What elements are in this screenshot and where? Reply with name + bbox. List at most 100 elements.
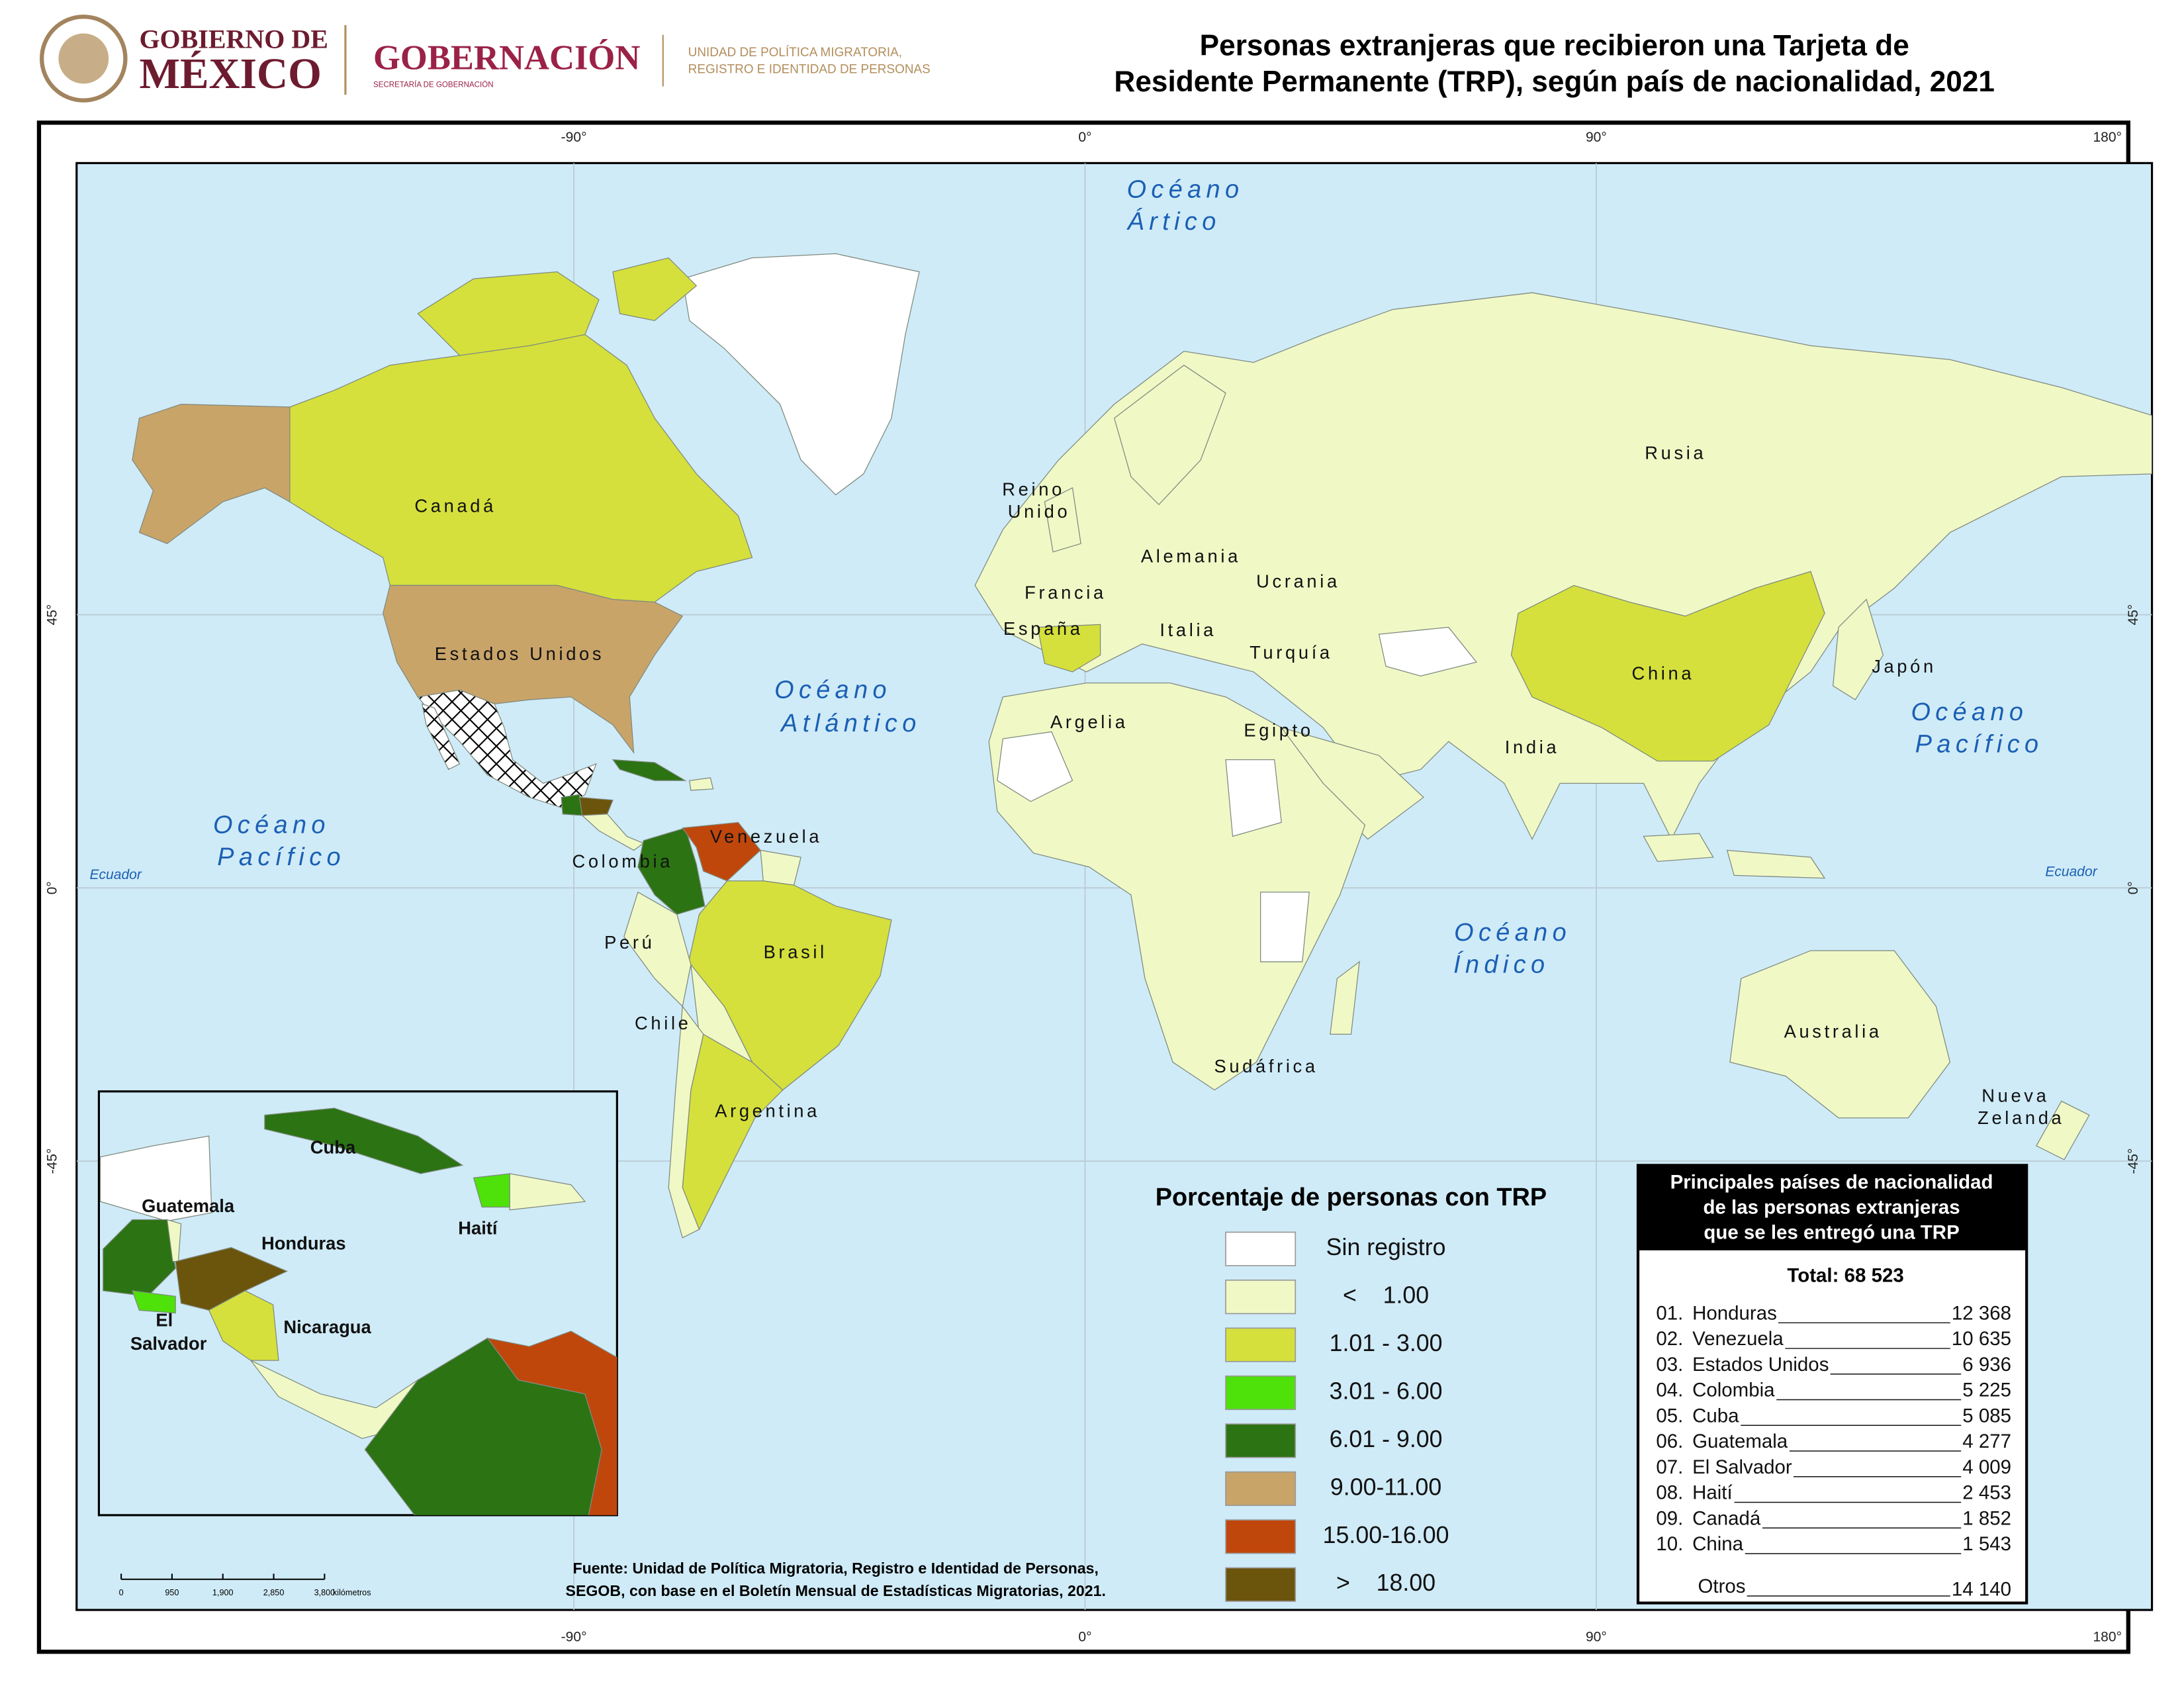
country-label: Sudáfrica (1214, 1056, 1318, 1076)
ranking-country: Canadá (1692, 1507, 1761, 1529)
canada-islands (612, 257, 698, 321)
greenland (682, 253, 920, 496)
ranking-rank: 01. (1656, 1302, 1683, 1324)
legend-swatch (1225, 1567, 1297, 1602)
equator-label: Ecuador (2045, 865, 2097, 880)
legend-swatch (1225, 1375, 1297, 1411)
country-label: Turquía (1250, 642, 1333, 663)
ocean-label: Océano (774, 676, 891, 704)
legend-swatch (1225, 1471, 1297, 1506)
ocean-label: Océano (1454, 919, 1571, 947)
scale-unit: kilómetros (333, 1588, 371, 1597)
country-label: Reino (1002, 479, 1065, 499)
ranking-others: Otros (1698, 1575, 1745, 1597)
country-label: Japón (1872, 656, 1936, 677)
country-label: Canadá (414, 496, 496, 516)
ranking-country: Haití (1692, 1482, 1733, 1504)
latitude-label: 0° (45, 881, 60, 894)
ranking-others-value: 14 140 (1952, 1578, 2011, 1600)
ranking-country: Cuba (1692, 1405, 1739, 1427)
ranking-country: Colombia (1692, 1380, 1775, 1401)
inset-label: Salvador (130, 1333, 207, 1354)
country-label: Italia (1160, 620, 1216, 640)
country-label: Unido (1008, 501, 1071, 522)
country-label: Nueva (1981, 1085, 2049, 1105)
legend-swatch (1225, 1519, 1297, 1554)
country-label: Brasil (764, 942, 827, 962)
africa-no-data (1225, 759, 1282, 837)
country-label: India (1505, 737, 1559, 757)
country-label: Egipto (1244, 720, 1313, 741)
ranking-country: China (1692, 1533, 1744, 1555)
legend-title: Porcentaje de personas con TRP (1156, 1184, 1547, 1211)
legend-label: < 1.00 (1343, 1282, 1429, 1309)
ranking-value: 10 635 (1952, 1328, 2011, 1350)
ocean-label: Índico (1453, 950, 1549, 978)
ranking-value: 2 453 (1962, 1482, 2011, 1504)
source: Fuente: Unidad de Política Migratoria, R… (573, 1560, 1099, 1577)
ranking-country: Guatemala (1692, 1430, 1788, 1452)
longitude-label: -90° (561, 130, 587, 145)
ranking-value: 12 368 (1952, 1302, 2011, 1324)
country-label: Colombia (572, 851, 673, 872)
united-states (383, 585, 684, 755)
inset-label: Nicaragua (283, 1317, 371, 1337)
country-label: Estados Unidos (435, 643, 604, 664)
ranking-rank: 02. (1656, 1328, 1683, 1350)
scale-label: 0 (119, 1588, 124, 1597)
ranking-title: Principales países de nacionalidad (1670, 1172, 1993, 1194)
longitude-label: -90° (561, 1630, 587, 1645)
new-zealand (2036, 1100, 2090, 1160)
ranking-total: Total: 68 523 (1787, 1265, 1903, 1287)
africa-no-data (997, 731, 1073, 802)
australia (1729, 950, 1951, 1119)
legend-label: 6.01 - 9.00 (1330, 1426, 1443, 1452)
ranking-rank: 08. (1656, 1482, 1683, 1504)
alaska (132, 404, 291, 544)
ocean-label: Atlántico (780, 710, 921, 737)
japan (1832, 598, 1884, 700)
country-label: Argentina (715, 1101, 820, 1121)
emblem-core (58, 33, 109, 84)
longitude-label: 180° (2093, 130, 2122, 145)
inset-label: El (156, 1309, 173, 1330)
ranking-rank: 09. (1656, 1507, 1683, 1529)
country-label: Alemania (1141, 546, 1241, 567)
gov-line: MÉXICO (139, 50, 321, 98)
equator-label: Ecuador (89, 867, 142, 882)
legend-label: 3.01 - 6.00 (1330, 1378, 1443, 1404)
title: Personas extranjeras que recibieron una … (1200, 29, 1909, 62)
country-label: Ucrania (1256, 571, 1340, 591)
ranking-rank: 05. (1656, 1405, 1683, 1427)
legend-swatch (1225, 1423, 1297, 1458)
inset-label: Guatemala (142, 1196, 235, 1216)
central-asia-no-data (1378, 626, 1477, 677)
ranking-value: 5 225 (1962, 1380, 2011, 1401)
ocean-label: Océano (213, 812, 330, 839)
world-map (76, 163, 2152, 1611)
country-label: Perú (604, 932, 655, 953)
legend-swatch (1225, 1327, 1297, 1362)
spain (1037, 624, 1101, 673)
ranking-country: Estados Unidos (1692, 1354, 1829, 1376)
ranking-value: 4 277 (1962, 1430, 2011, 1452)
longitude-label: 180° (2093, 1630, 2122, 1645)
ranking-rank: 07. (1656, 1456, 1683, 1478)
unit-line: UNIDAD DE POLÍTICA MIGRATORIA, (688, 46, 902, 60)
inset-map (97, 1090, 618, 1517)
title: Residente Permanente (TRP), según país d… (1114, 66, 1995, 98)
legend-label: Sin registro (1326, 1234, 1446, 1260)
inset-label: Haití (458, 1217, 498, 1238)
country-label: Argelia (1050, 712, 1128, 732)
ocean-label: Pacífico (217, 843, 345, 871)
ranking-title: que se les entregó una TRP (1704, 1221, 1959, 1243)
indonesia (1726, 849, 1826, 879)
ranking-country: El Salvador (1692, 1456, 1792, 1478)
hispaniola (689, 777, 714, 791)
scandinavia (1113, 364, 1226, 506)
venezuela (486, 1331, 617, 1515)
scale-label: 2,850 (263, 1588, 285, 1597)
yucatan (99, 1135, 212, 1222)
